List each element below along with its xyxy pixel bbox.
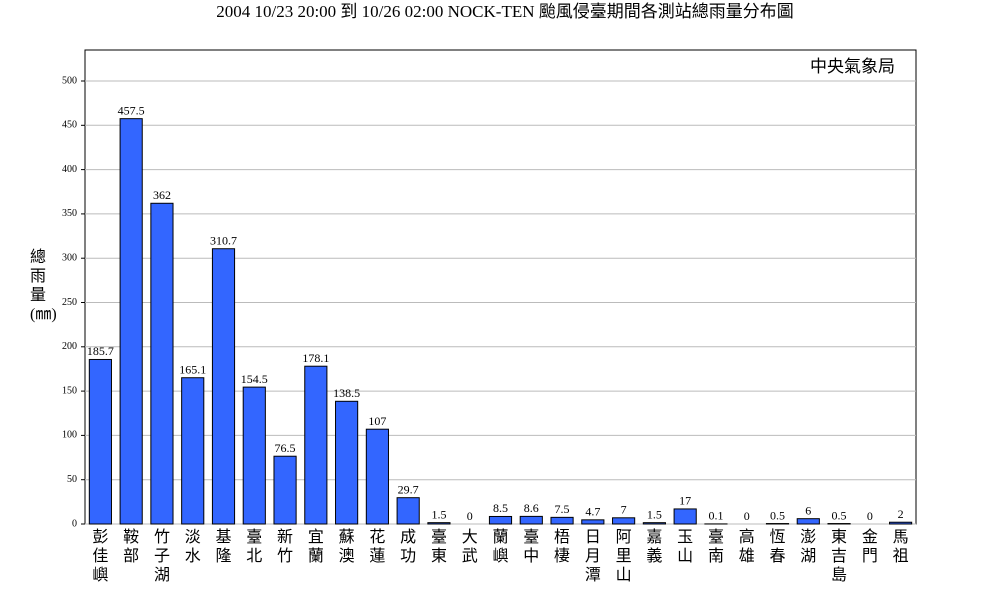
bar <box>889 521 913 525</box>
x-tick-label: 臺中 <box>523 529 540 565</box>
x-tick-label: 馬祖 <box>892 529 909 565</box>
x-tick-label: 東吉島 <box>831 529 848 584</box>
bar <box>211 248 236 525</box>
x-tick-label: 宜蘭 <box>307 529 324 565</box>
x-tick-label: 花蓮 <box>369 529 386 565</box>
chart-title: 2004 10/23 20:00 到 10/26 02:00 NOCK-TEN … <box>216 2 794 21</box>
y-tick-label: 250 <box>62 297 77 308</box>
data-label: 0.1 <box>708 509 723 523</box>
data-label: 0 <box>467 509 473 523</box>
data-label: 107 <box>368 414 386 428</box>
data-label: 165.1 <box>179 362 206 376</box>
data-label: 1.5 <box>431 507 446 521</box>
y-tick-label: 450 <box>62 120 77 131</box>
bar <box>519 515 543 525</box>
data-label: 310.7 <box>210 233 237 247</box>
x-tick-label: 臺南 <box>707 529 724 565</box>
y-tick-label: 100 <box>62 430 77 441</box>
bar <box>242 386 266 525</box>
data-label: 185.7 <box>87 344 114 358</box>
y-tick-label: 50 <box>67 474 77 485</box>
x-tick-label: 蘭嶼 <box>492 529 509 565</box>
x-tick-label: 鞍部 <box>123 529 140 565</box>
x-tick-label: 成功 <box>400 529 417 565</box>
y-tick-label: 350 <box>62 208 77 219</box>
bar <box>119 118 143 525</box>
data-label: 29.7 <box>398 482 419 496</box>
bar <box>181 377 205 525</box>
data-label: 4.7 <box>585 505 600 519</box>
bar <box>150 202 174 525</box>
data-label: 76.5 <box>275 441 296 455</box>
y-axis-label: 總雨量(㎜) <box>30 249 57 323</box>
bar <box>365 428 389 525</box>
data-label: 362 <box>153 188 171 202</box>
bar <box>304 365 328 525</box>
x-tick-label: 竹子湖 <box>153 529 170 584</box>
y-tick-label: 300 <box>62 253 77 264</box>
y-tick-label: 200 <box>62 341 77 352</box>
data-label: 6 <box>805 503 811 517</box>
bar <box>88 358 112 525</box>
data-label: 138.5 <box>333 386 360 400</box>
bar <box>550 516 574 525</box>
data-label: 2 <box>898 507 904 521</box>
y-tick-label: 150 <box>62 385 77 396</box>
x-tick-label: 阿里山 <box>615 529 632 584</box>
bar <box>273 455 297 525</box>
data-label: 0 <box>867 509 873 523</box>
y-tick-label: 0 <box>72 518 77 529</box>
annotation: 中央氣象局 <box>810 57 895 76</box>
x-tick-label: 嘉義 <box>646 529 663 565</box>
bar <box>642 522 666 525</box>
bar <box>488 515 513 525</box>
data-label: 7.5 <box>555 502 570 516</box>
data-label: 8.6 <box>524 501 539 515</box>
x-tick-label: 蘇澳 <box>338 529 355 565</box>
data-label: 0.5 <box>832 508 847 522</box>
data-label: 0 <box>744 509 750 523</box>
bar <box>581 519 605 525</box>
data-label: 0.5 <box>770 508 785 522</box>
x-tick-label: 基隆 <box>215 529 232 565</box>
y-tick-label: 500 <box>62 75 77 86</box>
x-tick-label: 恆春 <box>769 529 786 565</box>
bar <box>427 522 451 525</box>
x-tick-label: 臺北 <box>246 529 263 565</box>
x-tick-label: 日月潭 <box>584 529 601 584</box>
x-tick-label: 金門 <box>861 529 878 565</box>
x-tick-label: 彭佳嶼 <box>92 529 109 584</box>
data-label: 457.5 <box>118 103 145 117</box>
x-tick-label: 新竹 <box>277 529 294 565</box>
data-label: 178.1 <box>302 351 329 365</box>
x-tick-label: 臺東 <box>430 529 447 565</box>
x-tick-label: 高雄 <box>738 529 755 565</box>
data-label: 1.5 <box>647 507 662 521</box>
data-label: 8.5 <box>493 501 508 515</box>
data-label: 7 <box>621 503 627 517</box>
x-tick-label: 玉山 <box>677 529 694 565</box>
plot-frame <box>84 49 917 525</box>
data-label: 154.5 <box>241 372 268 386</box>
x-tick-label: 淡水 <box>184 529 201 565</box>
x-tick-label: 梧棲 <box>554 529 571 565</box>
bar <box>612 517 636 525</box>
bar <box>335 400 359 525</box>
y-tick-label: 400 <box>62 164 77 175</box>
x-tick-label: 大武 <box>461 529 478 565</box>
bar <box>673 508 697 525</box>
data-label: 17 <box>679 494 691 508</box>
bar <box>396 497 420 525</box>
bar <box>796 518 820 525</box>
x-tick-label: 澎湖 <box>800 529 817 565</box>
